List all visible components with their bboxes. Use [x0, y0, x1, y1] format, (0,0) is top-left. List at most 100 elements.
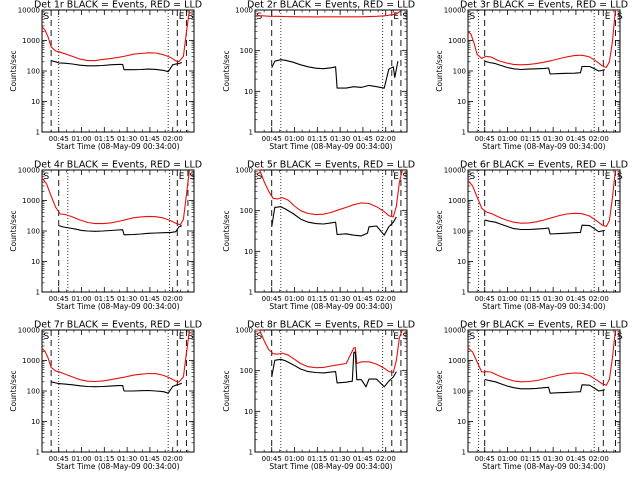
chart-panel-det-6r: Det 6r BLACK = Events, RED = LLD 1 10 100 10… — [435, 160, 628, 312]
y-tick-label: 1 — [249, 129, 253, 137]
x-tick-label: 01:15 — [94, 295, 114, 303]
time-marker-label-s: S — [402, 172, 408, 182]
y-tick-label: 10000 — [444, 327, 466, 335]
time-marker-label-s: S — [44, 12, 50, 22]
x-tick-label: 02:00 — [376, 135, 396, 143]
x-tick-label: 01:45 — [140, 295, 160, 303]
x-tick-label: 00:45 — [475, 295, 495, 303]
plot-frame — [254, 9, 408, 133]
x-tick-label: 01:45 — [140, 455, 160, 463]
y-tick-label: 100 — [240, 47, 253, 55]
y-tick-label: 1000 — [235, 167, 253, 175]
x-tick-label: 01:15 — [307, 135, 327, 143]
series-line-lld — [467, 9, 616, 69]
x-tick-label: 01:45 — [566, 135, 586, 143]
y-tick-label: 100 — [453, 388, 466, 396]
y-tick-label: 1 — [36, 449, 40, 457]
plot-frame — [467, 329, 621, 453]
x-tick-label: 00:45 — [49, 455, 69, 463]
y-axis-label: Counts/sec — [9, 50, 18, 91]
series-line-events — [484, 378, 605, 394]
plot-frame — [254, 169, 408, 293]
time-marker-label-e: E — [605, 332, 611, 342]
panel-title: Det 8r BLACK = Events, RED = LLD — [247, 320, 415, 331]
y-tick-label: 1000 — [235, 7, 253, 15]
y-tick-label: 1000 — [235, 327, 253, 335]
y-tick-label: 1 — [36, 129, 40, 137]
panel-title: Det 1r BLACK = Events, RED = LLD — [34, 0, 202, 11]
plot-frame — [254, 329, 408, 453]
x-axis-label: Start Time (08-May-09 00:34:00) — [482, 462, 605, 471]
x-tick-label: 01:00 — [71, 135, 91, 143]
x-axis-label: Start Time (08-May-09 00:34:00) — [482, 302, 605, 311]
y-tick-label: 10 — [31, 418, 40, 426]
panel-title: Det 7r BLACK = Events, RED = LLD — [34, 320, 202, 331]
series-line-events — [484, 219, 605, 235]
x-tick-label: 01:00 — [284, 295, 304, 303]
y-tick-label: 10 — [244, 248, 253, 256]
y-tick-label: 1000 — [22, 357, 40, 365]
chart-panel-det-7r: Det 7r BLACK = Events, RED = LLD 1 10 100 10… — [9, 320, 202, 472]
y-tick-label: 1000 — [448, 37, 466, 45]
plot-frame — [41, 169, 195, 293]
x-tick-label: 01:30 — [117, 295, 137, 303]
y-tick-label: 1000 — [448, 357, 466, 365]
x-tick-label: 01:15 — [307, 455, 327, 463]
y-tick-label: 100 — [27, 388, 40, 396]
x-tick-label: 01:45 — [353, 135, 373, 143]
y-tick-label: 10000 — [18, 7, 40, 15]
chart-panel-det-1r: Det 1r BLACK = Events, RED = LLD 1 10 100 10… — [9, 0, 202, 151]
series-line-lld — [467, 329, 616, 386]
plot-frame — [41, 9, 195, 133]
x-tick-label: 01:15 — [94, 135, 114, 143]
x-tick-label: 02:00 — [589, 295, 609, 303]
x-tick-label: 01:30 — [543, 135, 563, 143]
x-tick-label: 01:00 — [71, 295, 91, 303]
y-axis-label: Counts/sec — [222, 210, 231, 251]
x-tick-label: 01:15 — [520, 135, 540, 143]
y-axis-label: Counts/sec — [222, 370, 231, 411]
series-line-lld — [255, 10, 402, 18]
y-tick-label: 1 — [462, 129, 466, 137]
x-axis-label: Start Time (08-May-09 00:34:00) — [56, 142, 179, 151]
time-marker-label-s: S — [617, 172, 623, 182]
y-axis-label: Counts/sec — [222, 50, 231, 91]
series-line-events — [50, 381, 183, 394]
series-line-lld — [255, 329, 403, 374]
time-marker-label-s: S — [402, 12, 408, 22]
y-tick-label: 1000 — [22, 37, 40, 45]
y-tick-label: 10 — [457, 258, 466, 266]
time-marker-label-e: E — [393, 332, 399, 342]
y-axis-label: Counts/sec — [9, 210, 18, 251]
x-tick-label: 00:45 — [475, 135, 495, 143]
x-tick-label: 01:30 — [117, 135, 137, 143]
y-tick-label: 100 — [453, 228, 466, 236]
y-tick-label: 10 — [244, 408, 253, 416]
panel-title: Det 4r BLACK = Events, RED = LLD — [34, 160, 202, 171]
panel-title: Det 2r BLACK = Events, RED = LLD — [247, 0, 415, 11]
x-tick-label: 01:45 — [566, 295, 586, 303]
series-line-events — [484, 60, 605, 75]
y-tick-label: 1000 — [448, 197, 466, 205]
chart-panel-det-5r: Det 5r BLACK = Events, RED = LLD 1 10 100 10… — [222, 160, 415, 312]
y-tick-label: 100 — [240, 207, 253, 215]
y-tick-label: 10 — [244, 88, 253, 96]
panel-title: Det 6r BLACK = Events, RED = LLD — [460, 160, 628, 171]
chart-panel-det-9r: Det 9r BLACK = Events, RED = LLD 1 10 100 10… — [435, 320, 628, 472]
time-marker-label-s: S — [257, 12, 263, 22]
x-tick-label: 01:45 — [353, 295, 373, 303]
time-marker-label-s: S — [470, 172, 476, 182]
y-tick-label: 100 — [453, 68, 466, 76]
x-tick-label: 01:00 — [71, 455, 91, 463]
series-line-lld — [41, 9, 190, 63]
x-tick-label: 01:30 — [117, 455, 137, 463]
chart-panel-det-8r: Det 8r BLACK = Events, RED = LLD 1 10 100 10… — [222, 320, 415, 472]
series-line-events — [271, 59, 399, 89]
x-tick-label: 02:00 — [376, 455, 396, 463]
x-tick-label: 02:00 — [163, 295, 183, 303]
x-tick-label: 00:45 — [262, 135, 282, 143]
y-tick-label: 1 — [249, 449, 253, 457]
plot-frame — [41, 329, 195, 453]
y-axis-label: Counts/sec — [435, 210, 444, 251]
x-tick-label: 02:00 — [589, 135, 609, 143]
